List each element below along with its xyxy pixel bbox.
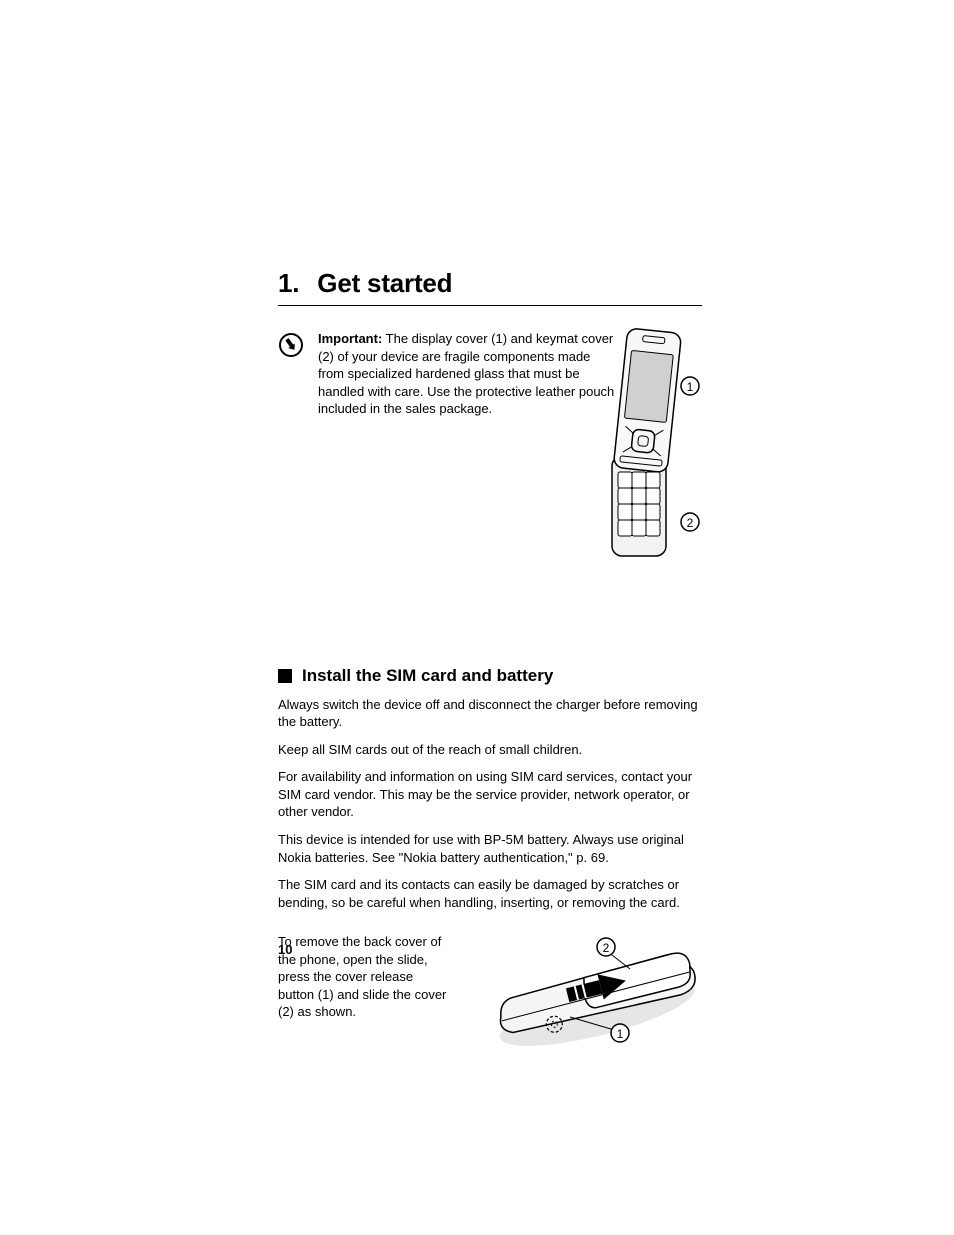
manual-page: 1. Get started Important: The display cov…	[0, 0, 954, 1235]
paragraph-3: For availability and information on usin…	[278, 768, 702, 821]
page-number: 10	[278, 942, 292, 957]
subheading-row: Install the SIM card and battery	[278, 666, 702, 686]
chapter-title: 1. Get started	[278, 268, 702, 306]
cover-callout-2: 2	[603, 941, 610, 955]
important-text: Important: The display cover (1) and key…	[318, 330, 618, 418]
paragraph-2: Keep all SIM cards out of the reach of s…	[278, 741, 702, 759]
paragraph-5: The SIM card and its contacts can easily…	[278, 876, 702, 911]
bullet-square-icon	[278, 669, 292, 683]
cover-removal-illustration: 2 1	[492, 933, 702, 1053]
remove-cover-text: To remove the back cover of the phone, o…	[278, 933, 452, 1021]
phone-callout-1: 1	[687, 380, 694, 394]
paragraph-1: Always switch the device off and disconn…	[278, 696, 702, 731]
remove-cover-section: To remove the back cover of the phone, o…	[278, 933, 702, 1053]
cover-callout-1: 1	[617, 1027, 624, 1041]
chapter-number: 1.	[278, 268, 299, 298]
subheading: Install the SIM card and battery	[302, 666, 553, 686]
important-icon	[278, 332, 304, 363]
chapter-title-text: Get started	[317, 268, 452, 298]
phone-callout-2: 2	[687, 516, 694, 530]
paragraph-4: This device is intended for use with BP-…	[278, 831, 702, 866]
phone-illustration: 1 2	[606, 324, 702, 564]
important-label: Important:	[318, 331, 382, 346]
